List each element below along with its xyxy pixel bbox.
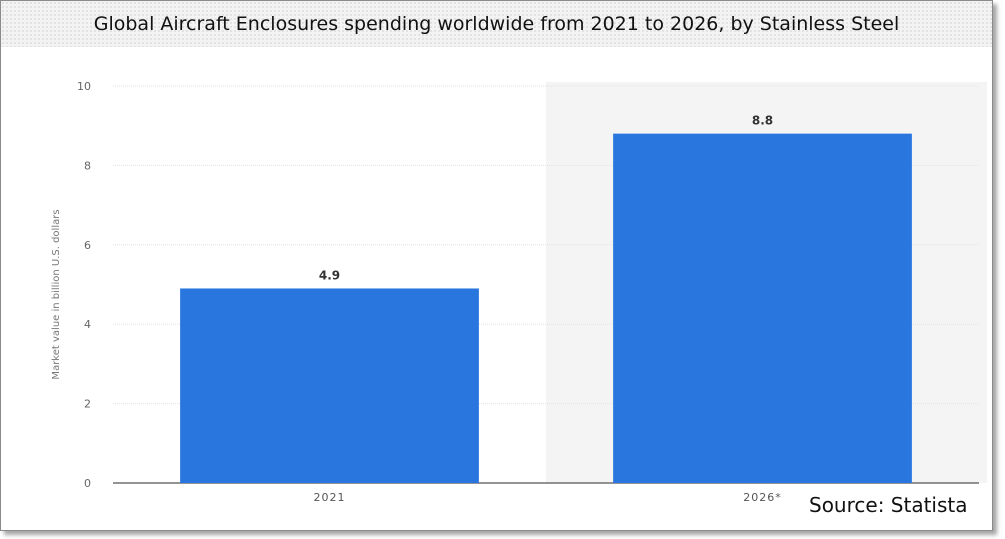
y-tick-label: 8	[84, 159, 91, 172]
bar	[613, 133, 912, 483]
x-tick-label: 2026*	[743, 491, 782, 504]
y-tick-label: 6	[84, 239, 91, 252]
source-note: Source: Statista	[809, 493, 968, 517]
x-tick-label: 2021	[314, 491, 346, 504]
y-axis-title: Market value in billion U.S. dollars	[51, 209, 62, 379]
y-tick-label: 2	[84, 398, 91, 411]
y-tick-label: 0	[84, 477, 91, 490]
bar-chart: 0 2 4 6 8 10 4.9 2021 8.8 2026* Market value in b…	[51, 80, 987, 504]
bar-value-label: 8.8	[752, 114, 773, 128]
y-tick-label: 10	[77, 80, 91, 93]
chart-frame: Global Aircraft Enclosures spending worl…	[0, 0, 993, 531]
title-band	[1, 1, 992, 47]
bar-value-label: 4.9	[319, 268, 340, 282]
bar	[180, 288, 479, 483]
y-tick-label: 4	[84, 318, 91, 331]
chart-title: Global Aircraft Enclosures spending worl…	[93, 13, 900, 35]
